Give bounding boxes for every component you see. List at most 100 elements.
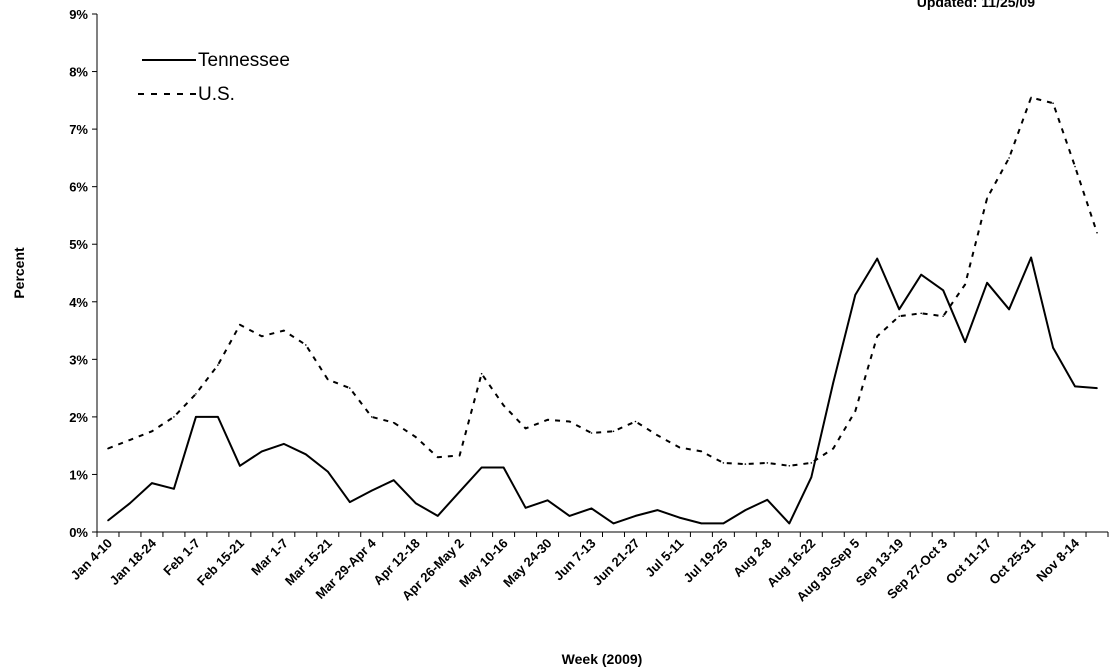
- data-point: [700, 450, 703, 453]
- data-point: [876, 257, 879, 260]
- data-point: [107, 519, 109, 522]
- y-tick-label: 3%: [69, 352, 88, 367]
- data-point: [854, 294, 857, 296]
- legend-label-us: U.S.: [198, 84, 235, 105]
- data-point: [986, 281, 988, 284]
- data-point: [414, 502, 417, 505]
- data-point: [261, 335, 263, 338]
- data-point: [304, 344, 307, 346]
- data-point: [722, 522, 725, 525]
- data-point: [568, 420, 571, 423]
- data-point: [217, 416, 219, 418]
- data-point: [920, 273, 922, 276]
- data-point: [480, 466, 483, 469]
- series-line-us: [107, 96, 1098, 467]
- x-tick-label: Feb 1-7: [160, 536, 203, 579]
- data-point: [898, 315, 901, 317]
- data-point: [722, 462, 725, 464]
- data-point: [392, 479, 395, 482]
- y-tick-label: 8%: [69, 65, 88, 80]
- data-point: [173, 416, 175, 418]
- x-tick-label: Jan 18-24: [107, 535, 160, 588]
- data-point: [678, 516, 681, 519]
- data-point: [832, 447, 835, 450]
- data-point: [634, 515, 637, 517]
- data-point: [546, 499, 549, 502]
- data-point: [436, 515, 439, 517]
- updated-note: Updated: 11/25/09: [917, 0, 1035, 10]
- data-point: [964, 283, 966, 286]
- data-point: [854, 410, 857, 412]
- data-point: [283, 443, 285, 445]
- data-point: [524, 507, 527, 509]
- data-point: [612, 522, 615, 525]
- data-point: [129, 439, 131, 441]
- series-group: [107, 96, 1098, 525]
- data-point: [744, 509, 747, 511]
- data-point: [788, 522, 791, 525]
- x-tick-label: Nov 8-14: [1033, 535, 1082, 584]
- x-tick-label: Jul 5-11: [642, 536, 686, 580]
- data-point: [458, 490, 461, 493]
- data-point: [568, 515, 571, 517]
- x-tick-label: Oct 25-31: [986, 536, 1038, 588]
- data-point: [942, 289, 944, 292]
- y-axis-ticks: 0% 1% 2% 3% 4% 5% 6% 7% 8% 9%: [69, 7, 97, 540]
- y-tick-label: 6%: [69, 180, 88, 195]
- y-axis-title: Percent: [11, 247, 27, 299]
- data-point: [1074, 165, 1076, 168]
- y-tick-label: 5%: [69, 237, 88, 252]
- data-point: [326, 378, 329, 381]
- data-point: [590, 507, 593, 510]
- x-tick-label: Jul 19-25: [681, 536, 731, 586]
- data-point: [348, 387, 351, 389]
- legend: Tennessee U.S.: [138, 50, 290, 105]
- x-tick-label: Aug 2-8: [730, 536, 774, 580]
- data-point: [898, 308, 901, 311]
- data-point: [634, 420, 637, 423]
- x-tick-label: Jun 21-27: [590, 536, 643, 589]
- data-point: [810, 476, 813, 479]
- data-point: [876, 335, 879, 338]
- data-point: [151, 430, 153, 433]
- data-point: [304, 453, 307, 456]
- data-point: [370, 489, 373, 492]
- x-tick-label: Mar 1-7: [248, 536, 291, 579]
- y-tick-label: 1%: [69, 467, 88, 482]
- data-point: [502, 466, 505, 469]
- data-point: [107, 447, 109, 450]
- data-point: [283, 329, 285, 332]
- data-point: [700, 522, 703, 525]
- data-point: [942, 315, 944, 317]
- data-point: [590, 432, 593, 434]
- series-line-tennessee: [107, 256, 1098, 525]
- x-tick-label: Oct 11-17: [943, 536, 994, 587]
- data-point: [964, 341, 966, 343]
- data-point: [392, 421, 395, 424]
- data-point: [1052, 102, 1054, 105]
- data-point: [239, 324, 241, 326]
- data-point: [920, 312, 922, 315]
- y-tick-label: 0%: [69, 525, 88, 540]
- data-point: [173, 488, 175, 490]
- data-point: [458, 454, 461, 457]
- data-point: [151, 482, 153, 484]
- data-point: [1008, 157, 1010, 159]
- data-point: [656, 509, 659, 511]
- y-tick-label: 4%: [69, 295, 88, 310]
- x-tick-label: Feb 15-21: [194, 536, 247, 589]
- data-point: [370, 416, 373, 418]
- data-point: [129, 502, 131, 505]
- data-point: [656, 434, 659, 437]
- y-tick-label: 2%: [69, 410, 88, 425]
- data-point: [810, 462, 813, 464]
- data-point: [1008, 308, 1010, 311]
- y-tick-label: 7%: [69, 122, 88, 137]
- data-point: [766, 462, 769, 464]
- data-point: [612, 430, 615, 433]
- data-point: [326, 470, 329, 473]
- data-point: [986, 197, 988, 199]
- data-point: [832, 381, 835, 384]
